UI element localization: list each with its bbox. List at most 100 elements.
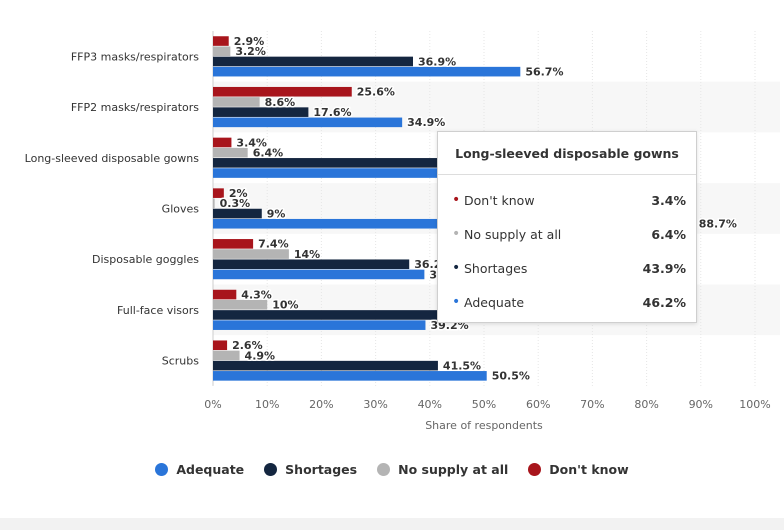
bar[interactable]: [213, 56, 413, 67]
data-label: 4.9%: [245, 349, 276, 362]
bar[interactable]: [213, 86, 352, 97]
legend-label: Adequate: [176, 462, 245, 477]
tooltip-row-value: 6.4%: [651, 226, 686, 242]
x-tick-label: 70%: [580, 398, 604, 411]
bar[interactable]: [213, 360, 438, 371]
legend-label: Shortages: [285, 462, 358, 477]
x-tick-label: 60%: [526, 398, 550, 411]
tooltip-row-value: 3.4%: [651, 192, 686, 208]
legend-marker-shortages: [264, 463, 278, 476]
bullet-icon: •: [452, 260, 461, 276]
tooltip-row-label: No supply at all: [464, 226, 562, 242]
data-label: 9%: [267, 207, 286, 220]
data-label: 10%: [272, 299, 298, 312]
data-label: 4.3%: [241, 288, 272, 301]
tooltip-row-adequate: • Adequate 46.2%: [438, 285, 696, 319]
x-tick-label: 50%: [472, 398, 496, 411]
tooltip-divider: [438, 174, 696, 175]
bar[interactable]: [213, 299, 268, 310]
x-tick-label: 20%: [309, 398, 333, 411]
bar[interactable]: [213, 310, 466, 320]
bar[interactable]: [213, 259, 410, 270]
tooltip-row-label: Adequate: [464, 294, 525, 310]
category-label: FFP3 masks/respirators: [71, 50, 199, 63]
legend-item-adequate[interactable]: Adequate: [155, 462, 244, 477]
x-axis-ticks: 0% 10% 20% 30% 40% 50% 60% 70% 80% 90% 100%: [204, 398, 770, 411]
bar[interactable]: [213, 97, 260, 107]
footer-strip: [0, 518, 784, 530]
legend-marker-no-supply: [377, 463, 391, 476]
data-label: 3: [429, 268, 437, 281]
x-tick-label: 10%: [255, 398, 279, 411]
category-label: Full-face visors: [117, 304, 199, 317]
bar[interactable]: [213, 117, 403, 128]
legend-marker-dont-know: [528, 463, 542, 476]
data-label: 34.9%: [407, 116, 445, 129]
x-tick-label: 40%: [418, 398, 442, 411]
data-label: 25.6%: [357, 86, 395, 99]
bar[interactable]: [213, 208, 262, 219]
legend: Adequate Shortages No supply at all Don'…: [0, 462, 784, 477]
x-tick-label: 100%: [739, 398, 770, 411]
x-tick-label: 0%: [204, 398, 221, 411]
bar[interactable]: [213, 289, 237, 300]
bar[interactable]: [213, 137, 232, 148]
legend-item-no-supply[interactable]: No supply at all: [377, 462, 508, 477]
data-label: 88.7%: [699, 218, 737, 231]
data-label: 14%: [294, 248, 320, 261]
legend-item-dont-know[interactable]: Don't know: [528, 462, 629, 477]
data-label: 36.2: [414, 258, 441, 271]
legend-label: No supply at all: [398, 462, 509, 477]
bar[interactable]: [213, 66, 521, 77]
bar[interactable]: [213, 46, 231, 57]
tooltip-row-value: 43.9%: [642, 260, 686, 276]
data-label: 0.3%: [220, 197, 251, 210]
bar[interactable]: [213, 158, 451, 168]
category-label: Long-sleeved disposable gowns: [25, 152, 200, 165]
data-label: 3.4%: [236, 136, 267, 149]
chart-tooltip: Long-sleeved disposable gowns • Don't kn…: [437, 131, 697, 323]
category-label: Disposable goggles: [92, 253, 199, 266]
bar[interactable]: [213, 168, 464, 178]
tooltip-title: Long-sleeved disposable gowns: [455, 146, 679, 161]
category-label: Scrubs: [162, 355, 200, 368]
bar[interactable]: [213, 350, 240, 361]
legend-item-shortages[interactable]: Shortages: [264, 462, 357, 477]
bar[interactable]: [213, 239, 254, 249]
x-tick-label: 80%: [634, 398, 658, 411]
data-label: 8.6%: [265, 96, 296, 109]
x-tick-label: 90%: [689, 398, 713, 411]
bar[interactable]: [213, 188, 224, 198]
data-label: 2.9%: [234, 35, 265, 48]
bar[interactable]: [213, 147, 248, 158]
legend-label: Don't know: [549, 462, 629, 477]
category-labels: FFP3 masks/respirators FFP2 masks/respira…: [25, 50, 200, 367]
bar[interactable]: [213, 371, 487, 381]
bullet-icon: •: [452, 226, 461, 242]
data-labels: 2.9%3.2%36.9%56.7%25.6%8.6%17.6%34.9%3.4…: [218, 33, 738, 384]
category-label: Gloves: [162, 202, 200, 215]
bar[interactable]: [213, 249, 289, 259]
tooltip-row-label: Don't know: [464, 192, 535, 208]
data-label: 2%: [229, 187, 248, 200]
x-axis-title: Share of respondents: [425, 419, 543, 432]
legend-marker-adequate: [155, 463, 169, 476]
data-label: 36.9%: [418, 55, 456, 68]
data-label: 17.6%: [313, 106, 351, 119]
bar[interactable]: [213, 340, 228, 351]
bullet-icon: •: [452, 192, 461, 208]
bar[interactable]: [213, 36, 229, 46]
data-label: 50.5%: [492, 370, 530, 383]
bar[interactable]: [213, 320, 426, 330]
tooltip-row-label: Shortages: [464, 260, 528, 276]
bar[interactable]: [213, 198, 215, 209]
bar[interactable]: [213, 269, 425, 280]
data-label: 41.5%: [443, 359, 481, 372]
data-label: 3.2%: [235, 45, 266, 58]
bullet-icon: •: [452, 294, 461, 310]
category-label: FFP2 masks/respirators: [71, 101, 199, 114]
data-label: 2.6%: [232, 339, 263, 352]
bar[interactable]: [213, 107, 309, 117]
x-tick-label: 30%: [363, 398, 387, 411]
tooltip-row-no-supply: • No supply at all 6.4%: [438, 217, 696, 251]
